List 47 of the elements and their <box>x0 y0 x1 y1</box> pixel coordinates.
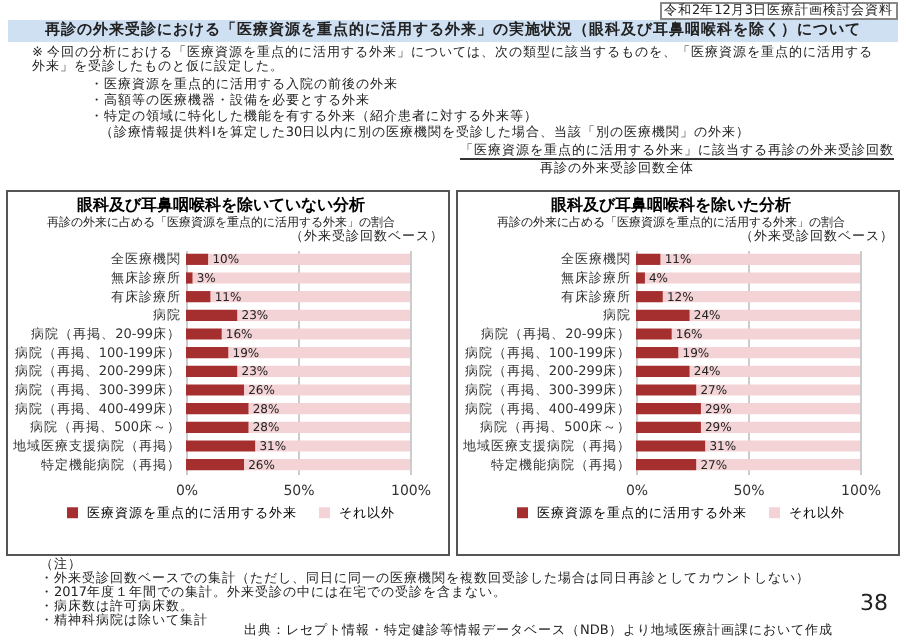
bar <box>255 440 410 452</box>
bar <box>186 253 209 265</box>
bar <box>636 253 661 265</box>
bar <box>671 328 860 340</box>
bar <box>186 272 193 284</box>
bar <box>636 291 663 303</box>
bar <box>244 459 410 471</box>
bar <box>237 365 410 377</box>
bar <box>678 347 860 359</box>
bar <box>186 347 229 359</box>
bar <box>636 347 679 359</box>
bar <box>660 253 860 265</box>
bar <box>228 347 410 359</box>
bar <box>186 291 211 303</box>
bar <box>244 384 410 396</box>
bar <box>186 459 245 471</box>
chart-title: 眼科及び耳鼻咽喉科を除いた分析 <box>551 195 792 214</box>
bar <box>636 459 697 471</box>
text: 38 <box>860 590 888 618</box>
bar <box>689 309 860 321</box>
bar <box>186 384 245 396</box>
bar <box>221 328 410 340</box>
bar <box>186 403 249 415</box>
bar <box>696 459 860 471</box>
bar <box>636 384 697 396</box>
bar <box>636 328 672 340</box>
bar <box>705 440 860 452</box>
bar <box>696 384 860 396</box>
bar <box>210 291 410 303</box>
bar <box>644 272 860 284</box>
bar <box>636 421 701 433</box>
bar <box>192 272 410 284</box>
bar <box>636 440 706 452</box>
bar <box>662 291 860 303</box>
bar <box>636 309 690 321</box>
bar <box>186 440 256 452</box>
bar <box>689 365 860 377</box>
bar <box>186 365 238 377</box>
bar <box>186 328 222 340</box>
chart-title: 眼科及び耳鼻咽喉科を除いていない分析 <box>77 195 366 214</box>
bar <box>237 309 410 321</box>
bar <box>636 403 701 415</box>
bar <box>208 253 410 265</box>
bar <box>636 272 645 284</box>
bar <box>186 421 249 433</box>
bar <box>186 309 238 321</box>
bar <box>636 365 690 377</box>
